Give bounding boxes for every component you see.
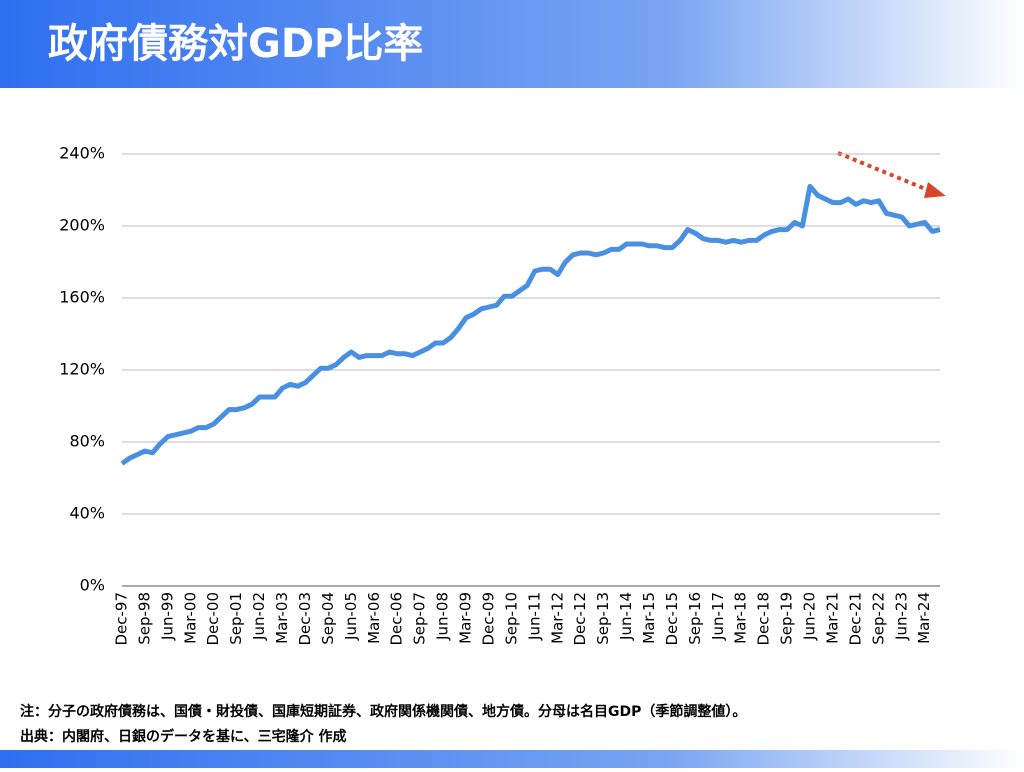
y-tick-label: 200%	[59, 216, 105, 235]
x-tick-label: Dec-09	[479, 592, 497, 646]
x-tick-label: Jun-17	[709, 592, 727, 641]
x-tick-label: Sep-01	[227, 592, 245, 645]
y-tick-label: 160%	[59, 288, 105, 307]
x-tick-label: Dec-12	[571, 592, 589, 646]
y-tick-label: 0%	[80, 576, 105, 595]
x-tick-label: Sep-16	[686, 592, 704, 645]
x-tick-label: Jun-08	[434, 592, 452, 641]
x-tick-label: Sep-22	[869, 592, 887, 645]
source: 出典：内閣府、日銀のデータを基に、三宅隆介 作成	[20, 728, 346, 745]
x-tick-label: Mar-06	[365, 592, 383, 644]
chart-title: 政府債務対GDP比率	[48, 21, 423, 67]
x-tick-label: Jun-11	[525, 592, 543, 641]
x-tick-label: Mar-15	[640, 592, 658, 644]
x-tick-label: Jun-23	[892, 592, 910, 641]
x-tick-label: Dec-97	[113, 592, 131, 646]
x-tick-label: Dec-18	[755, 592, 773, 646]
x-tick-label: Dec-06	[388, 592, 406, 646]
x-tick-label: Jun-02	[250, 592, 268, 641]
x-tick-label: Jun-14	[617, 592, 635, 641]
x-tick-label: Dec-21	[846, 592, 864, 646]
y-tick-label: 40%	[69, 504, 105, 523]
arrow-head	[924, 182, 946, 198]
x-tick-label: Mar-24	[915, 592, 933, 644]
x-tick-label: Mar-09	[457, 592, 475, 644]
x-tick-label: Sep-98	[135, 592, 153, 645]
x-tick-label: Dec-03	[296, 592, 314, 646]
x-tick-label: Dec-15	[663, 592, 681, 646]
x-tick-label: Mar-18	[732, 592, 750, 644]
y-tick-label: 240%	[59, 144, 105, 163]
x-tick-label: Jun-20	[801, 592, 819, 641]
footer-band	[0, 750, 1024, 768]
note: 注：分子の政府債務は、国債・財投債、国庫短期証券、政府関係機関債、地方債。分母は…	[20, 703, 746, 720]
x-tick-label: Jun-05	[342, 592, 360, 641]
x-tick-label: Mar-00	[181, 592, 199, 644]
x-tick-label: Sep-07	[411, 592, 429, 645]
header-band	[0, 0, 1024, 88]
x-tick-label: Jun-99	[158, 592, 176, 641]
x-tick-label: Mar-21	[823, 592, 841, 644]
y-tick-label: 120%	[59, 360, 105, 379]
x-tick-label: Sep-04	[319, 592, 337, 645]
x-tick-label: Mar-03	[273, 592, 291, 644]
x-tick-label: Dec-00	[204, 592, 222, 646]
x-tick-label: Sep-10	[502, 592, 520, 645]
x-tick-label: Sep-13	[594, 592, 612, 645]
trend-arrow	[837, 151, 929, 192]
x-tick-label: Sep-19	[778, 592, 796, 645]
x-tick-label: Mar-12	[548, 592, 566, 644]
data-line	[120, 183, 941, 466]
y-tick-label: 80%	[69, 432, 105, 451]
